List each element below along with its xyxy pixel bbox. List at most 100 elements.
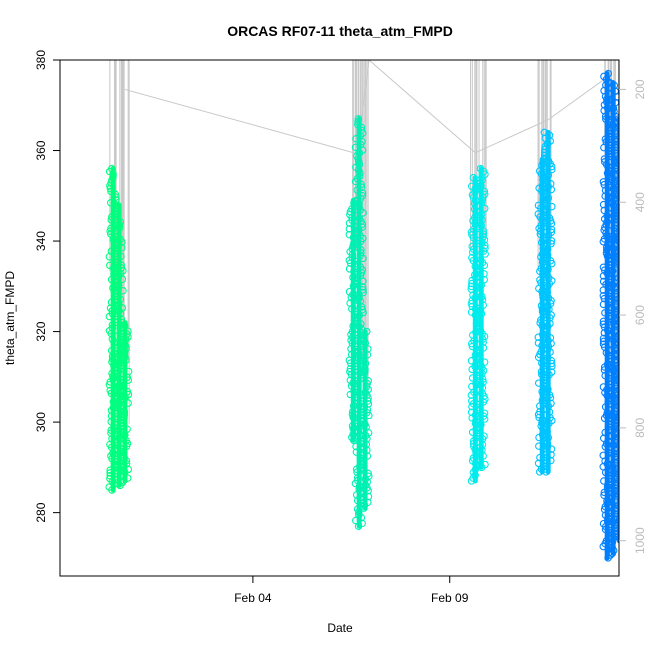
data-point — [618, 253, 619, 258]
data-point — [359, 286, 367, 294]
data-point — [613, 510, 619, 518]
data-point — [474, 321, 482, 329]
data-point — [111, 246, 120, 255]
data-point — [547, 359, 556, 368]
data-point — [614, 345, 619, 353]
data-point — [614, 194, 619, 203]
data-point — [612, 422, 619, 430]
x-tick-label: Feb 04 — [234, 591, 272, 605]
data-point — [599, 263, 608, 272]
y-tick-label: 360 — [34, 140, 48, 160]
data-point — [599, 320, 608, 329]
data-point — [543, 442, 552, 450]
data-point — [607, 332, 615, 341]
data-point — [540, 425, 549, 433]
data-point — [479, 233, 487, 241]
data-point — [354, 260, 362, 268]
data-point — [599, 200, 608, 209]
data-point — [613, 257, 619, 265]
data-point — [618, 309, 619, 310]
data-point — [363, 327, 371, 336]
data-column-1-2 — [357, 327, 373, 512]
data-point — [612, 487, 619, 496]
data-point — [117, 402, 126, 410]
data-point — [534, 201, 543, 210]
data-point — [348, 410, 357, 419]
data-point — [606, 324, 615, 332]
x-tick-label: Feb 09 — [431, 591, 469, 605]
data-point — [616, 226, 619, 234]
series-4 — [599, 69, 626, 562]
data-point — [615, 516, 619, 524]
plot-frame — [59, 59, 620, 577]
data-point — [536, 453, 544, 462]
y-tick-label: 280 — [34, 502, 48, 522]
data-point — [617, 135, 619, 142]
data-point — [108, 164, 116, 173]
data-point — [475, 253, 483, 261]
data-point — [352, 211, 361, 220]
data-point — [480, 190, 489, 198]
data-point — [106, 304, 115, 312]
data-point — [617, 200, 619, 208]
data-point — [616, 291, 619, 299]
data-point — [600, 155, 609, 163]
y-tick-label: 300 — [34, 412, 48, 432]
data-point — [600, 366, 609, 374]
data-point — [612, 317, 619, 325]
y2-axis: 200 400 600 800 1000 — [619, 79, 647, 554]
data-point — [106, 472, 114, 480]
data-point — [616, 223, 619, 231]
y-axis: 280 300 320 340 360 380 — [34, 50, 60, 523]
data-point — [604, 69, 613, 78]
data-point — [124, 399, 132, 407]
data-point — [107, 230, 115, 238]
data-point — [473, 346, 482, 355]
data-point — [111, 249, 120, 258]
data-point — [538, 370, 546, 379]
data-point — [547, 228, 556, 237]
data-point — [618, 344, 619, 349]
data-point — [612, 319, 619, 328]
data-point — [613, 234, 619, 243]
data-point — [115, 221, 124, 229]
data-point — [475, 355, 484, 364]
data-point — [612, 481, 619, 490]
data-point — [612, 214, 619, 223]
data-point — [613, 140, 619, 149]
data-point — [353, 476, 362, 485]
data-column-1-0 — [345, 196, 361, 444]
data-point — [618, 381, 619, 386]
data-point — [117, 405, 126, 413]
data-point — [479, 378, 487, 386]
y-tick-label: 320 — [34, 321, 48, 341]
data-point — [120, 413, 128, 422]
data-point — [355, 485, 363, 493]
data-point — [599, 178, 608, 186]
data-point — [107, 429, 115, 437]
data-point — [600, 158, 609, 166]
data-point — [616, 269, 619, 276]
data-point — [620, 278, 626, 284]
data-point — [618, 206, 619, 208]
data-point — [611, 282, 619, 291]
y-tick-label: 340 — [34, 231, 48, 251]
data-point — [106, 469, 114, 477]
data-point — [536, 276, 544, 284]
series-2 — [467, 164, 489, 485]
data-point — [357, 126, 366, 134]
data-point — [618, 328, 619, 331]
data-point — [355, 294, 363, 303]
data-point — [106, 184, 115, 193]
data-point — [354, 117, 362, 126]
data-point — [617, 272, 619, 279]
data-point — [612, 143, 619, 152]
data-column-3-1 — [540, 128, 556, 476]
data-point — [618, 395, 619, 400]
data-point — [357, 320, 365, 328]
data-point — [612, 410, 619, 419]
series-3 — [534, 128, 556, 476]
data-point — [607, 264, 615, 272]
data-point — [614, 433, 619, 442]
data-point — [468, 457, 477, 465]
